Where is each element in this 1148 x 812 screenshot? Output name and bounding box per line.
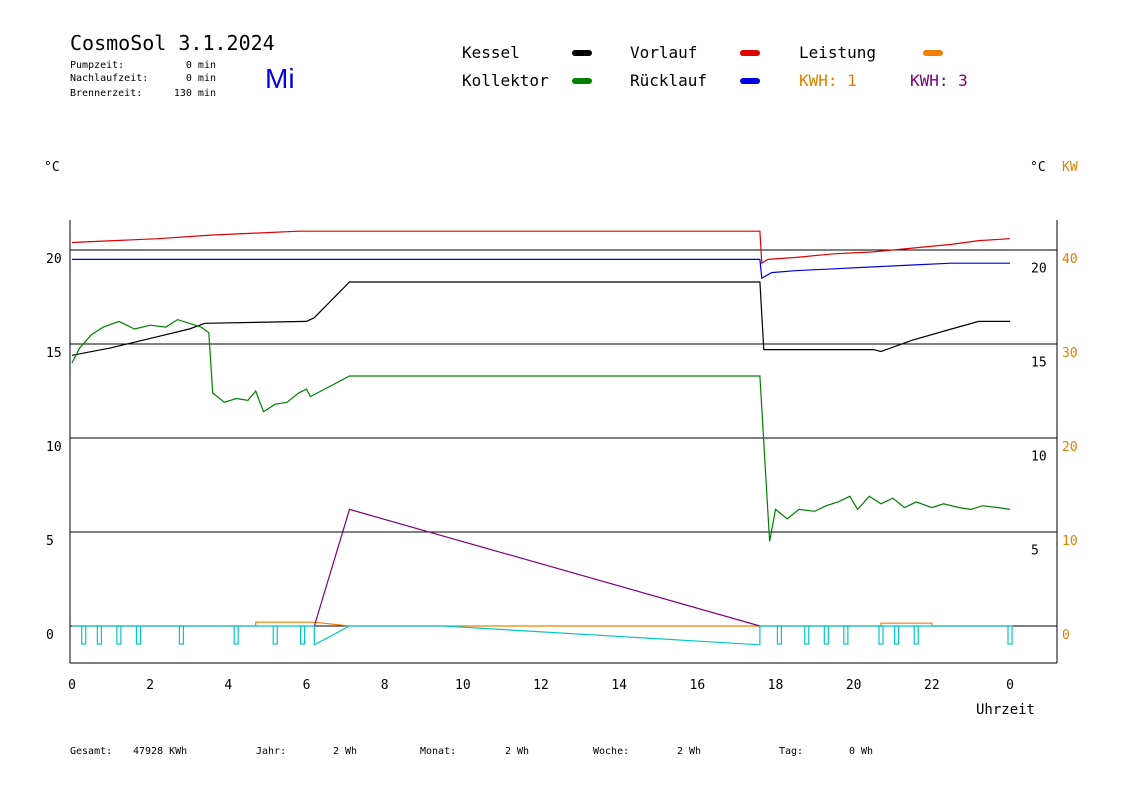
y-tick-right-c-10: 10 bbox=[1031, 449, 1047, 464]
pump-pulse-6 bbox=[272, 625, 278, 645]
stat-value-brennerzeit: 130 min bbox=[174, 88, 216, 99]
weekday-label: Mi bbox=[265, 63, 295, 94]
legend-label-ruecklauf: Rücklauf bbox=[630, 71, 707, 90]
footer-value-monat: 2 Wh bbox=[505, 746, 529, 757]
y-tick-right-kw-30: 30 bbox=[1062, 346, 1078, 361]
legend-label-kessel: Kessel bbox=[462, 43, 520, 62]
y-ticks-left: 0 5 10 15 20 bbox=[46, 252, 62, 643]
y-tick-right-c-5: 5 bbox=[1031, 543, 1039, 558]
legend-label-vorlauf: Vorlauf bbox=[630, 43, 697, 62]
header-stats: Pumpzeit: 0 min Nachlaufzeit: 0 min Bren… bbox=[70, 60, 216, 99]
x-ticks: 0 2 4 6 8 10 12 14 16 18 20 22 0 bbox=[68, 678, 1014, 693]
footer-label-tag: Tag: bbox=[779, 746, 803, 757]
footer-label-monat: Monat: bbox=[420, 746, 456, 757]
pump-pulse-12 bbox=[878, 625, 884, 645]
legend-kwh1: KWH: 1 bbox=[799, 71, 857, 90]
x-tick-2: 4 bbox=[224, 678, 232, 693]
y-tick-left-15: 15 bbox=[46, 346, 62, 361]
right-unit-label-c: °C bbox=[1030, 160, 1046, 175]
y-tick-right-kw-0: 0 bbox=[1062, 628, 1070, 643]
footer-value-gesamt: 47928 KWh bbox=[133, 746, 187, 757]
x-tick-0: 0 bbox=[68, 678, 76, 693]
x-tick-7: 14 bbox=[611, 678, 627, 693]
y-ticks-right-kw: 0 10 20 30 40 bbox=[1062, 252, 1078, 643]
footer-label-gesamt: Gesamt: bbox=[70, 746, 112, 757]
x-tick-11: 22 bbox=[924, 678, 940, 693]
series-line-kwh bbox=[313, 508, 761, 627]
y-tick-right-kw-10: 10 bbox=[1062, 534, 1078, 549]
pump-pulse-13 bbox=[894, 625, 900, 645]
series-line-r-cklauf bbox=[72, 258, 1010, 280]
footer: Gesamt: 47928 KWh Jahr: 2 Wh Monat: 2 Wh… bbox=[70, 746, 873, 757]
footer-value-jahr: 2 Wh bbox=[333, 746, 357, 757]
x-tick-1: 2 bbox=[146, 678, 154, 693]
footer-label-woche: Woche: bbox=[593, 746, 629, 757]
right-unit-label-kw: KW bbox=[1062, 160, 1078, 175]
stat-value-pumpzeit: 0 min bbox=[186, 60, 216, 71]
y-tick-left-20: 20 bbox=[46, 252, 62, 267]
pump-pulse-4 bbox=[178, 625, 185, 645]
pump-pulse-0 bbox=[81, 625, 87, 645]
x-tick-12: 0 bbox=[1006, 678, 1014, 693]
series-line-kessel bbox=[71, 281, 1010, 356]
x-tick-6: 12 bbox=[533, 678, 549, 693]
pump-pulse-10 bbox=[823, 625, 829, 645]
left-unit-label: °C bbox=[44, 160, 60, 175]
pump-pulse-9 bbox=[804, 625, 810, 645]
x-tick-10: 20 bbox=[846, 678, 862, 693]
x-tick-5: 10 bbox=[455, 678, 471, 693]
pump-pulse-3 bbox=[135, 625, 142, 645]
stat-label-brennerzeit: Brennerzeit: bbox=[70, 88, 142, 99]
series-line-pumpe bbox=[72, 625, 1010, 646]
y-tick-left-5: 5 bbox=[46, 534, 54, 549]
stat-value-nachlaufzeit: 0 min bbox=[186, 73, 216, 84]
x-tick-9: 18 bbox=[768, 678, 784, 693]
y-tick-right-c-20: 20 bbox=[1031, 261, 1047, 276]
x-tick-8: 16 bbox=[690, 678, 706, 693]
series-line-leistung bbox=[72, 621, 1010, 627]
pump-pulse-15 bbox=[1007, 625, 1013, 645]
footer-value-tag: 0 Wh bbox=[849, 746, 873, 757]
legend-label-kollektor: Kollektor bbox=[462, 71, 549, 90]
stat-label-nachlaufzeit: Nachlaufzeit: bbox=[70, 73, 148, 84]
y-tick-right-kw-20: 20 bbox=[1062, 440, 1078, 455]
x-tick-4: 8 bbox=[381, 678, 389, 693]
y-tick-right-kw-40: 40 bbox=[1062, 252, 1078, 267]
chart-title: CosmoSol 3.1.2024 bbox=[70, 31, 275, 55]
x-tick-3: 6 bbox=[303, 678, 311, 693]
legend: Kessel Vorlauf Leistung Kollektor Rückla… bbox=[462, 43, 968, 90]
y-ticks-right-c: 5 10 15 20 bbox=[1031, 261, 1047, 558]
pump-pulse-1 bbox=[96, 625, 102, 645]
legend-kwh3: KWH: 3 bbox=[910, 71, 968, 90]
y-tick-left-10: 10 bbox=[46, 440, 62, 455]
series-line-vorlauf bbox=[71, 230, 1011, 265]
pump-pulse-5 bbox=[233, 625, 239, 645]
y-tick-right-c-15: 15 bbox=[1031, 355, 1047, 370]
series-line-kollektor bbox=[71, 318, 1011, 542]
footer-value-woche: 2 Wh bbox=[677, 746, 701, 757]
pump-pulse-11 bbox=[843, 625, 849, 645]
series-group bbox=[71, 230, 1013, 646]
plot-frame bbox=[69, 220, 1058, 664]
footer-label-jahr: Jahr: bbox=[256, 746, 286, 757]
y-tick-left-0: 0 bbox=[46, 628, 54, 643]
stat-label-pumpzeit: Pumpzeit: bbox=[70, 60, 124, 71]
pump-pulse-2 bbox=[116, 625, 122, 645]
pump-pulse-7 bbox=[299, 625, 306, 645]
x-axis-label: Uhrzeit bbox=[976, 702, 1035, 718]
pump-pulse-14 bbox=[913, 625, 919, 645]
pump-pulse-8 bbox=[776, 625, 783, 645]
legend-label-leistung: Leistung bbox=[799, 43, 876, 62]
